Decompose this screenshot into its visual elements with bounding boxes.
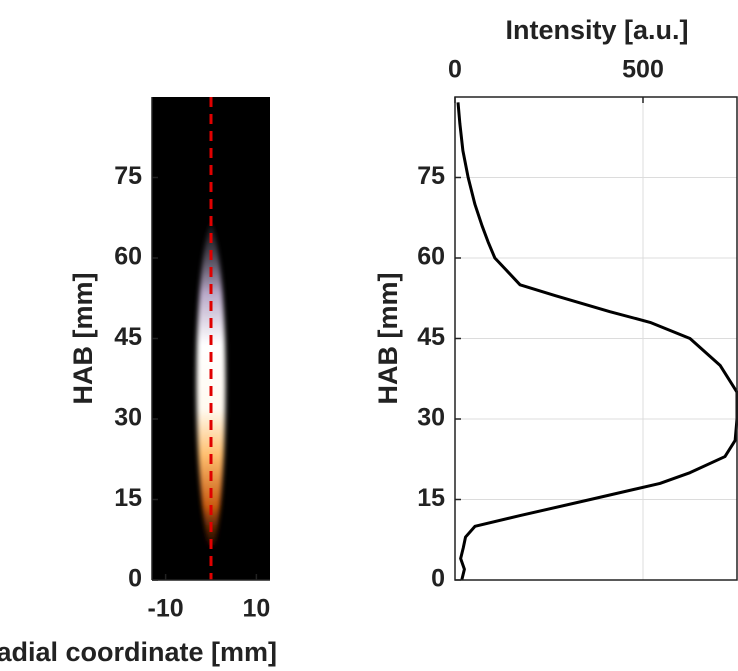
y-tick-label: 75 (114, 162, 142, 190)
x-axis-label: Radial coordinate [mm] (0, 637, 277, 667)
flame (196, 222, 226, 545)
y-tick-label: 15 (114, 484, 142, 512)
y-tick-label: 0 (128, 565, 142, 593)
y-tick-label: 15 (417, 484, 445, 512)
y-axis-label: HAB [mm] (68, 273, 98, 405)
y-tick-label: 30 (417, 404, 445, 432)
y-tick-label: 45 (417, 323, 445, 351)
x-tick-label: 10 (242, 595, 270, 623)
x-tick-label: -10 (148, 595, 184, 623)
x-axis-label: Intensity [a.u.] (505, 15, 688, 45)
y-tick-label: 0 (431, 565, 445, 593)
y-tick-label: 60 (417, 243, 445, 271)
intensity-line (456, 102, 738, 581)
x-tick-label: 500 (622, 56, 664, 84)
y-tick-label: 45 (114, 323, 142, 351)
y-tick-label: 60 (114, 243, 142, 271)
flame-image (196, 222, 226, 545)
y-tick-label: 75 (417, 162, 445, 190)
y-tick-label: 30 (114, 404, 142, 432)
y-axis-label: HAB [mm] (373, 273, 403, 405)
x-tick-label: 0 (448, 56, 462, 84)
